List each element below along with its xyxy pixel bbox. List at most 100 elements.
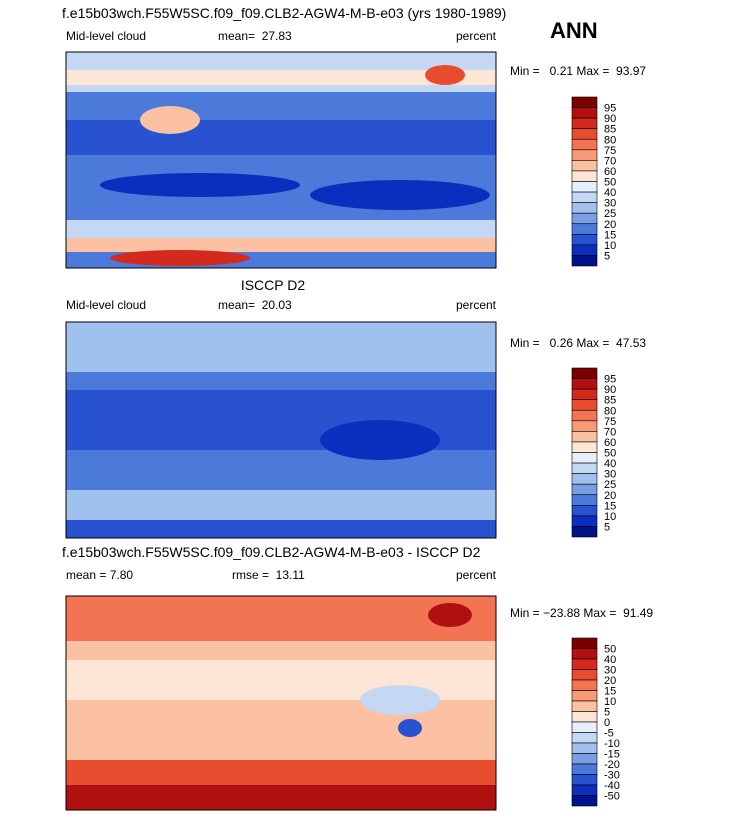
colorbar-label: -15 [604, 749, 620, 761]
colorbar-box [571, 378, 598, 390]
colorbar-label: 70 [604, 155, 616, 167]
colorbar-box [571, 795, 598, 807]
colorbar-label: 70 [604, 426, 616, 438]
colorbar-label: 15 [604, 686, 616, 698]
colorbar-box [571, 452, 598, 464]
left-label: Mid-level cloud [66, 29, 146, 43]
colorbar-box [571, 170, 598, 182]
colorbar-label: 75 [604, 145, 616, 157]
season-title: ANN [550, 18, 598, 43]
colorbar-label: 40 [604, 654, 616, 666]
min-max: Min = −23.88 Max = 91.49 [510, 606, 653, 620]
panel-title: f.e15b03wch.F55W5SC.f09_f09.CLB2-AGW4-M-… [62, 544, 481, 560]
colorbar-box [571, 388, 598, 400]
colorbar-box [571, 191, 598, 203]
colorbar-label: 50 [604, 448, 616, 460]
colorbar-box [571, 690, 598, 702]
colorbar-box [571, 711, 598, 723]
colorbar-label: 25 [604, 479, 616, 491]
colorbar-label: 10 [604, 240, 616, 252]
center-label: mean= 27.83 [218, 29, 292, 43]
colorbar-label: 15 [604, 500, 616, 512]
units-label: percent [456, 29, 497, 43]
colorbar-label: 5 [604, 250, 610, 262]
center-label: rmse = 13.11 [232, 568, 305, 582]
colorbar-box [571, 648, 598, 660]
colorbar-label: -50 [604, 791, 620, 803]
colorbar-label: 20 [604, 490, 616, 502]
colorbar-box [571, 526, 598, 538]
colorbar-label: 85 [604, 395, 616, 407]
min-max: Min = 0.21 Max = 93.97 [510, 64, 646, 78]
colorbar-label: 10 [604, 511, 616, 523]
colorbar-box [571, 494, 598, 506]
colorbar-label: -10 [604, 738, 620, 750]
colorbar-box [571, 138, 598, 151]
colorbar-label: 50 [604, 177, 616, 189]
colorbar-label: 30 [604, 198, 616, 210]
colorbar-box [571, 473, 598, 485]
colorbar-box [571, 212, 598, 225]
colorbar-box [571, 409, 598, 422]
colorbar-label: 95 [604, 103, 616, 115]
colorbar-label: 50 [604, 644, 616, 656]
map [65, 595, 497, 811]
colorbar-box [571, 234, 598, 246]
colorbar-box [571, 721, 598, 733]
colorbar-box [571, 515, 598, 527]
colorbar-label: 75 [604, 416, 616, 428]
colorbar-box [571, 483, 598, 496]
colorbar-label: 25 [604, 208, 616, 220]
colorbar-label: -30 [604, 770, 620, 782]
colorbar-box [571, 128, 598, 140]
colorbar-box [571, 441, 598, 453]
colorbar-box [571, 149, 598, 161]
colorbar-box [571, 223, 598, 235]
panel-title: f.e15b03wch.F55W5SC.f09_f09.CLB2-AGW4-M-… [62, 5, 506, 21]
colorbar-box [571, 784, 598, 796]
colorbar-box [571, 399, 598, 411]
panel-title: ISCCP D2 [241, 277, 306, 293]
colorbar-label: 85 [604, 124, 616, 136]
colorbar-box [571, 774, 598, 786]
colorbar-label: -5 [604, 728, 614, 740]
colorbar-label: 40 [604, 187, 616, 199]
center-label: mean= 20.03 [218, 298, 292, 312]
colorbar-box [571, 431, 598, 443]
colorbar-box [571, 181, 598, 193]
colorbar-label: 90 [604, 113, 616, 125]
colorbar-box [571, 505, 598, 517]
colorbar-label: 40 [604, 458, 616, 470]
colorbar-label: 30 [604, 469, 616, 481]
colorbar-label: 0 [604, 717, 610, 729]
colorbar-box [571, 742, 598, 754]
colorbar-box [571, 763, 598, 775]
colorbar-label: -20 [604, 759, 620, 771]
colorbar-label: 60 [604, 166, 616, 178]
colorbar-label: -40 [604, 780, 620, 792]
map [65, 51, 497, 269]
colorbar-box [571, 732, 598, 744]
min-max: Min = 0.26 Max = 47.53 [510, 336, 646, 350]
units-label: percent [456, 568, 497, 582]
colorbar-box [571, 367, 598, 379]
colorbar-label: 5 [604, 707, 610, 719]
colorbar-box [571, 244, 598, 256]
colorbar-box [571, 669, 598, 681]
colorbar-label: 90 [604, 384, 616, 396]
units-label: percent [456, 298, 497, 312]
colorbar-box [571, 117, 598, 129]
map [65, 321, 497, 539]
colorbar-label: 80 [604, 405, 616, 417]
colorbar-box [571, 462, 598, 474]
colorbar-box [571, 679, 598, 691]
colorbar-box [571, 107, 598, 119]
colorbar-box [571, 637, 598, 649]
colorbar-label: 95 [604, 374, 616, 386]
colorbar-label: 80 [604, 134, 616, 146]
left-label: mean = 7.80 [66, 568, 133, 582]
colorbar-box [571, 160, 598, 172]
colorbar-box [571, 753, 598, 765]
colorbar-label: 10 [604, 696, 616, 708]
